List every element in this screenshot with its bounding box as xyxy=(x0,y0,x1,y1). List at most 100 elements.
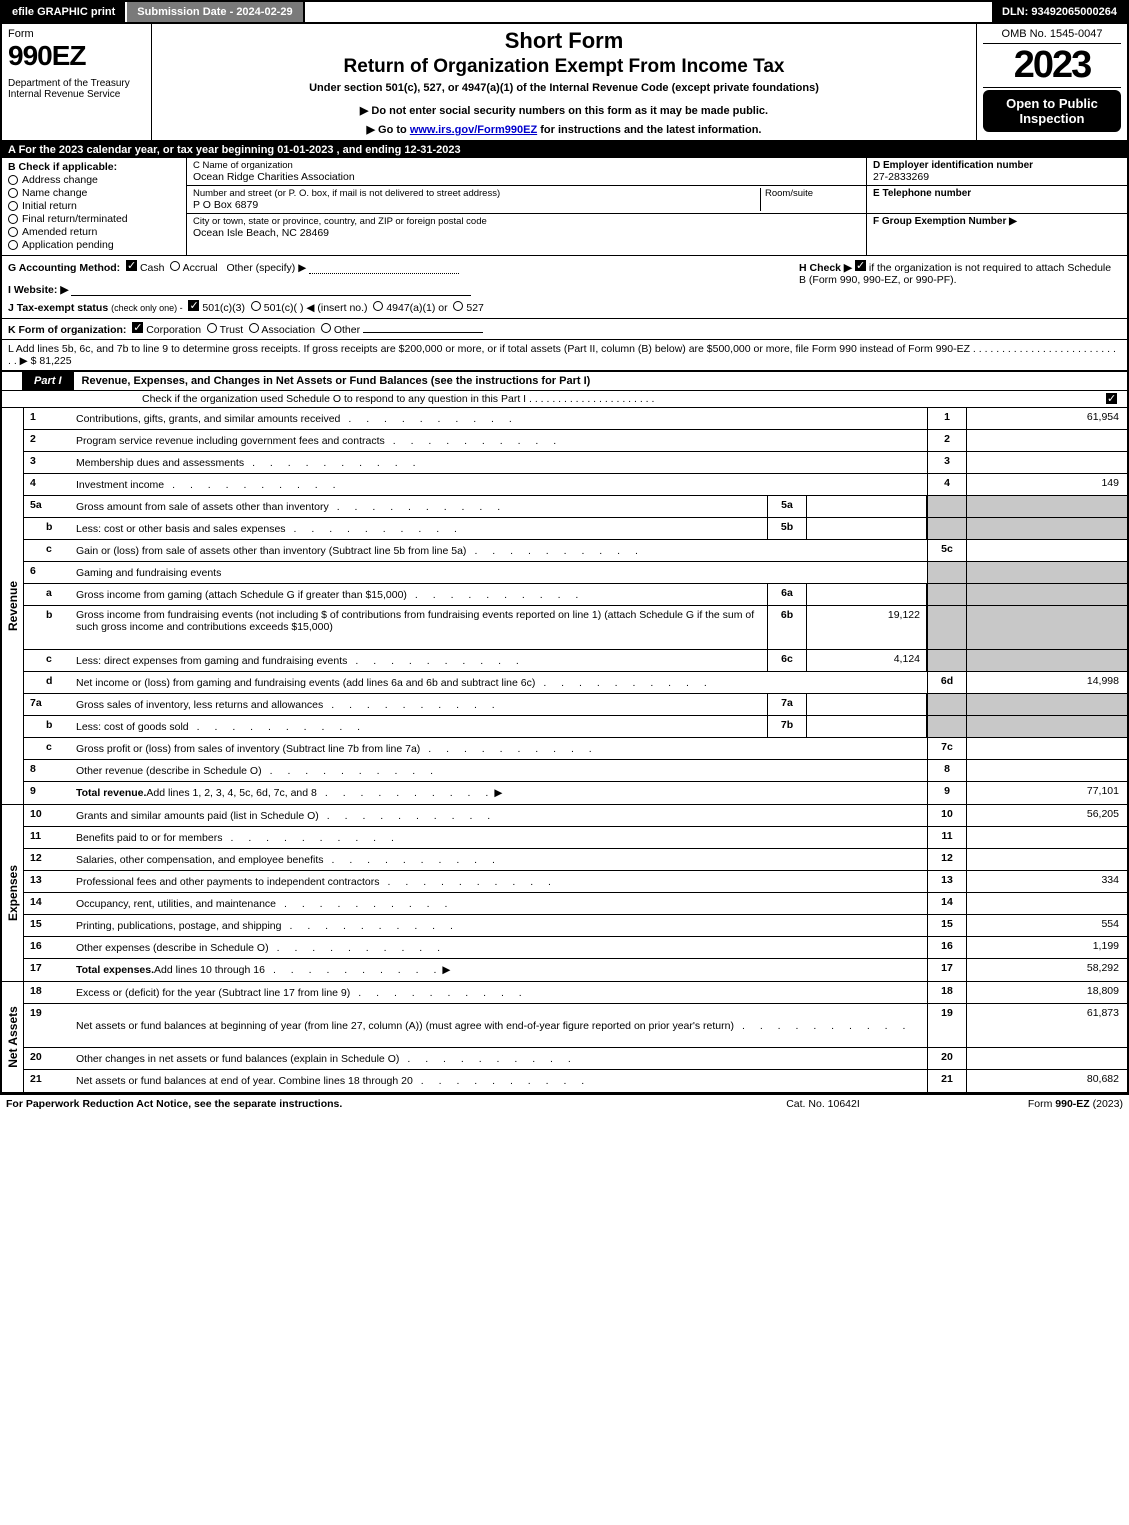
dots: . . . . . . . . . . xyxy=(393,435,562,447)
checkbox-icon[interactable] xyxy=(453,301,463,311)
right-line-number: 4 xyxy=(927,474,967,495)
column-b-checkboxes: B Check if applicable: Address change Na… xyxy=(2,158,187,255)
line-description: Net assets or fund balances at beginning… xyxy=(72,1004,927,1047)
cb-label: Final return/terminated xyxy=(22,213,128,225)
checkbox-icon[interactable] xyxy=(249,323,259,333)
cb-amended-return[interactable]: Amended return xyxy=(8,226,180,238)
amount-cell: 80,682 xyxy=(967,1070,1127,1092)
topbar-spacer xyxy=(305,2,992,22)
amount-cell: 61,873 xyxy=(967,1004,1127,1047)
ein-label: D Employer identification number xyxy=(873,160,1121,171)
dots: . . . . . . . . . . xyxy=(331,854,500,866)
table-row: bLess: cost of goods sold. . . . . . . .… xyxy=(24,716,1127,738)
cb-name-change[interactable]: Name change xyxy=(8,187,180,199)
right-line-number: 3 xyxy=(927,452,967,473)
line-number: 18 xyxy=(24,982,72,1003)
netassets-side-label: Net Assets xyxy=(2,982,24,1092)
column-c-org: C Name of organization Ocean Ridge Chari… xyxy=(187,158,867,255)
checkbox-icon xyxy=(8,227,18,237)
table-row: 6Gaming and fundraising events xyxy=(24,562,1127,584)
right-line-number: 15 xyxy=(927,915,967,936)
footer-cat-no: Cat. No. 10642I xyxy=(723,1098,923,1110)
table-row: 20Other changes in net assets or fund ba… xyxy=(24,1048,1127,1070)
amount-cell: 334 xyxy=(967,871,1127,892)
amount-cell xyxy=(967,452,1127,473)
j-4947: 4947(a)(1) or xyxy=(386,302,447,314)
cb-label: Initial return xyxy=(22,200,77,212)
table-row: 8Other revenue (describe in Schedule O).… xyxy=(24,760,1127,782)
checkbox-icon[interactable] xyxy=(251,301,261,311)
j-501c: 501(c)( ) ◀ (insert no.) xyxy=(264,302,368,314)
dots: . . . . . . . . . . xyxy=(474,545,643,557)
j-527: 527 xyxy=(466,302,484,314)
table-row: 3Membership dues and assessments. . . . … xyxy=(24,452,1127,474)
j-sub: (check only one) - xyxy=(111,303,183,313)
footer-form-ref: Form 990-EZ (2023) xyxy=(923,1098,1123,1110)
street-row: Number and street (or P. O. box, if mail… xyxy=(187,186,866,214)
line-number: b xyxy=(24,716,72,737)
amount-cell xyxy=(967,849,1127,870)
open-to-public-badge: Open to Public Inspection xyxy=(983,90,1121,132)
footer-form-post: (2023) xyxy=(1090,1098,1123,1110)
cb-initial-return[interactable]: Initial return xyxy=(8,200,180,212)
table-row: dNet income or (loss) from gaming and fu… xyxy=(24,672,1127,694)
checkbox-icon[interactable] xyxy=(170,261,180,271)
checkbox-icon[interactable] xyxy=(207,323,217,333)
cb-label: Application pending xyxy=(22,239,114,251)
part-1-badge: Part I xyxy=(22,372,74,390)
checkbox-icon xyxy=(8,175,18,185)
amount-cell: 554 xyxy=(967,915,1127,936)
table-row: 19Net assets or fund balances at beginni… xyxy=(24,1004,1127,1048)
tax-year: 2023 xyxy=(983,44,1121,88)
mini-line-value xyxy=(807,694,927,715)
amount-cell: 58,292 xyxy=(967,959,1127,981)
line-description: Other revenue (describe in Schedule O). … xyxy=(72,760,927,781)
page-footer: For Paperwork Reduction Act Notice, see … xyxy=(0,1094,1129,1113)
org-name-value: Ocean Ridge Charities Association xyxy=(193,171,860,183)
line-description: Total expenses. Add lines 10 through 16.… xyxy=(72,959,927,981)
table-row: 18Excess or (deficit) for the year (Subt… xyxy=(24,982,1127,1004)
checkbox-checked-icon[interactable] xyxy=(126,260,137,271)
line-j: J Tax-exempt status (check only one) - 5… xyxy=(8,300,791,314)
cb-final-return[interactable]: Final return/terminated xyxy=(8,213,180,225)
table-row: 21Net assets or fund balances at end of … xyxy=(24,1070,1127,1092)
telephone-label: E Telephone number xyxy=(873,188,1121,199)
right-line-number: 5c xyxy=(927,540,967,561)
cb-label: Address change xyxy=(22,174,98,186)
cb-application-pending[interactable]: Application pending xyxy=(8,239,180,251)
group-exemption-row: F Group Exemption Number ▶ xyxy=(867,214,1127,229)
omb-number: OMB No. 1545-0047 xyxy=(983,28,1121,44)
efile-print-button[interactable]: efile GRAPHIC print xyxy=(2,2,127,22)
line-description: Gross sales of inventory, less returns a… xyxy=(72,694,767,715)
line-number: c xyxy=(24,540,72,561)
checkbox-icon[interactable] xyxy=(321,323,331,333)
checkbox-checked-icon[interactable] xyxy=(132,322,143,333)
do-not-ssn-text: ▶ Do not enter social security numbers o… xyxy=(162,104,966,117)
netassets-section: Net Assets 18Excess or (deficit) for the… xyxy=(0,982,1129,1094)
header-left: Form 990EZ Department of the Treasury In… xyxy=(2,24,152,140)
mini-line-value xyxy=(807,716,927,737)
city-label: City or town, state or province, country… xyxy=(193,216,860,227)
j-label: J Tax-exempt status xyxy=(8,302,108,314)
checkbox-checked-icon[interactable] xyxy=(188,300,199,311)
line-description: Grants and similar amounts paid (list in… xyxy=(72,805,927,826)
checkbox-checked-icon[interactable] xyxy=(855,260,866,271)
amount-cell xyxy=(967,584,1127,605)
g-other-line xyxy=(309,273,459,274)
checkbox-checked-icon[interactable] xyxy=(1106,393,1117,404)
k-corporation: Corporation xyxy=(146,324,201,336)
line-number: 8 xyxy=(24,760,72,781)
netassets-rows: 18Excess or (deficit) for the year (Subt… xyxy=(24,982,1127,1092)
vlabel-expenses: Expenses xyxy=(6,865,20,921)
expenses-section: Expenses 10Grants and similar amounts pa… xyxy=(0,805,1129,982)
irs-link[interactable]: www.irs.gov/Form990EZ xyxy=(410,124,537,136)
meta-left: G Accounting Method: Cash Accrual Other … xyxy=(8,260,791,314)
line-number: a xyxy=(24,584,72,605)
line-number: 3 xyxy=(24,452,72,473)
checkbox-icon[interactable] xyxy=(373,301,383,311)
arrow-icon: ▶ xyxy=(494,787,502,799)
line-number: 15 xyxy=(24,915,72,936)
right-line-number xyxy=(927,518,967,539)
org-name-label: C Name of organization xyxy=(193,160,860,171)
cb-address-change[interactable]: Address change xyxy=(8,174,180,186)
